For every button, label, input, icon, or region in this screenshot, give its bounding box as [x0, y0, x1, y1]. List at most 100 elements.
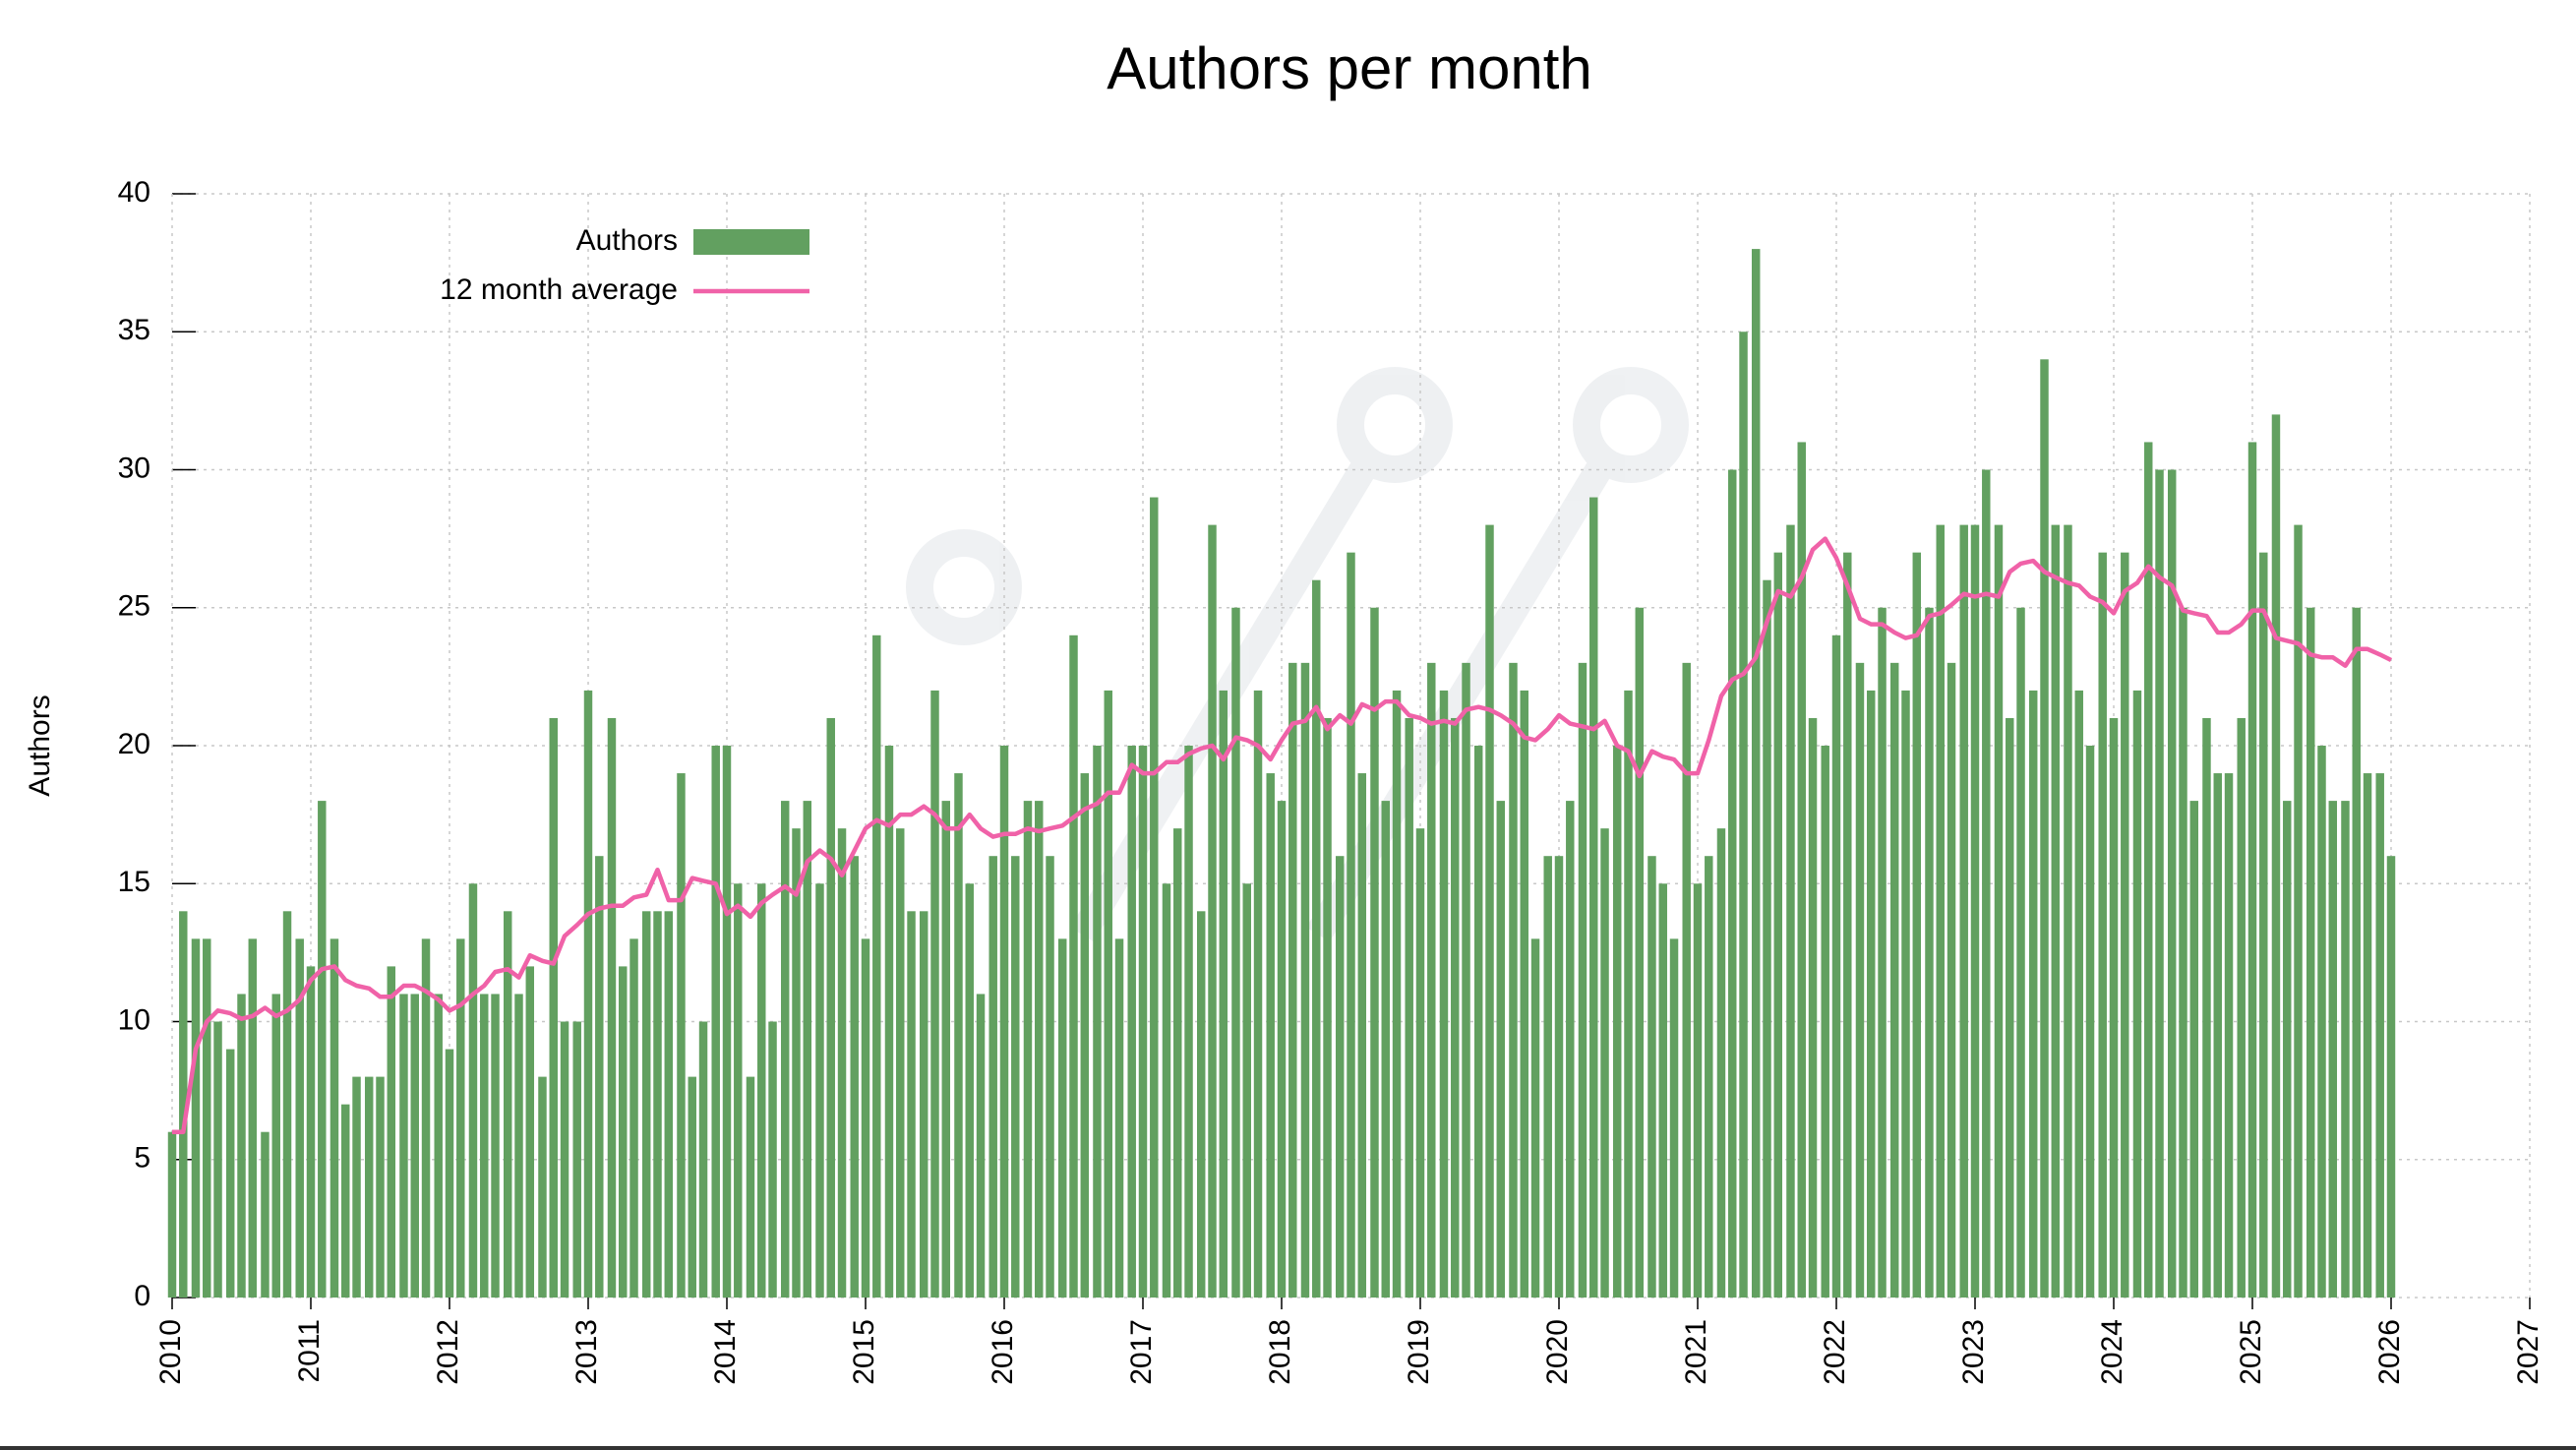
bar	[1658, 883, 1667, 1298]
bar	[525, 966, 535, 1298]
y-tick-label: 25	[118, 590, 150, 623]
bar	[1173, 828, 1182, 1298]
bar	[1138, 746, 1148, 1298]
bar	[295, 938, 304, 1298]
bar	[1624, 690, 1633, 1298]
bar	[1451, 717, 1460, 1298]
x-tick-label: 2026	[2373, 1319, 2406, 1385]
bar	[664, 911, 674, 1298]
bar	[237, 994, 246, 1298]
bar	[677, 773, 686, 1298]
bar	[503, 911, 512, 1298]
y-axis-label: Authors	[24, 695, 56, 796]
bar	[907, 911, 916, 1298]
bar	[1635, 607, 1645, 1298]
bar	[1300, 662, 1310, 1298]
bar	[434, 994, 443, 1298]
bar	[2294, 524, 2303, 1298]
bar	[1821, 746, 1829, 1298]
bar	[768, 1021, 777, 1298]
x-tick-label: 2024	[2096, 1319, 2128, 1385]
bar	[514, 994, 523, 1298]
bar	[1184, 746, 1193, 1298]
bar	[2179, 607, 2187, 1298]
x-tick-label: 2027	[2512, 1319, 2545, 1385]
bar	[421, 938, 431, 1298]
bar	[2341, 801, 2350, 1298]
bar	[919, 911, 929, 1298]
bar	[1669, 938, 1679, 1298]
bar	[1889, 662, 1899, 1298]
bar	[1114, 938, 1124, 1298]
bar	[1867, 690, 1876, 1298]
bar	[2259, 552, 2268, 1298]
bar	[1751, 249, 1761, 1299]
chart-title: Authors per month	[1107, 35, 1592, 101]
bar	[1589, 497, 1598, 1298]
bar	[1405, 717, 1413, 1298]
bar	[364, 1076, 374, 1298]
bar	[1415, 828, 1425, 1298]
bar	[711, 746, 720, 1298]
bar	[468, 883, 478, 1298]
bar	[619, 966, 628, 1298]
bar	[2283, 801, 2292, 1298]
x-tick-label: 2021	[1680, 1319, 1712, 1385]
x-tick-label: 2017	[1125, 1319, 1158, 1385]
bar	[954, 773, 963, 1298]
y-tick-label: 0	[134, 1280, 150, 1312]
bar	[1323, 717, 1332, 1298]
bar	[1716, 828, 1726, 1298]
bar	[1901, 690, 1910, 1298]
x-tick-label: 2019	[1403, 1319, 1435, 1385]
bar	[399, 994, 408, 1298]
bar	[2189, 801, 2199, 1298]
bar	[2132, 690, 2142, 1298]
bar	[538, 1076, 547, 1298]
bar	[1162, 883, 1171, 1298]
bar	[2085, 746, 2095, 1298]
x-tick-label: 2022	[1819, 1319, 1851, 1385]
bar	[1763, 579, 1771, 1298]
y-tick-label: 5	[134, 1142, 150, 1175]
bar	[179, 911, 188, 1298]
bar	[1566, 801, 1575, 1298]
bar	[2028, 690, 2038, 1298]
bar	[2167, 469, 2177, 1298]
bar	[1219, 690, 1228, 1298]
bar	[1912, 552, 1922, 1298]
bar	[1093, 746, 1102, 1298]
legend-swatch	[693, 229, 809, 255]
bar	[445, 1049, 454, 1298]
bar	[387, 966, 396, 1298]
bottom-rule	[0, 1446, 2576, 1450]
x-tick-label: 2020	[1541, 1319, 1574, 1385]
bar	[1439, 690, 1449, 1298]
bar	[1208, 524, 1217, 1298]
bar	[1843, 552, 1852, 1298]
bar	[1554, 856, 1564, 1298]
y-tick-label: 10	[118, 1003, 150, 1036]
x-tick-label: 2012	[432, 1319, 464, 1385]
bar	[1357, 773, 1367, 1298]
bar	[1959, 524, 1968, 1298]
bar	[1808, 717, 1818, 1298]
bar	[1647, 856, 1656, 1298]
bar	[941, 801, 951, 1298]
bar	[1543, 856, 1552, 1298]
bar	[1266, 773, 1275, 1298]
bar	[1705, 856, 1713, 1298]
bar	[2224, 773, 2234, 1298]
bar	[1462, 662, 1470, 1298]
x-tick-label: 2023	[1957, 1319, 1990, 1385]
bar	[2006, 717, 2014, 1298]
bar	[2051, 524, 2061, 1298]
bar	[1878, 607, 1887, 1298]
bar	[1925, 607, 1934, 1298]
bar	[999, 746, 1009, 1298]
bar	[2247, 442, 2257, 1298]
bar	[1231, 607, 1240, 1298]
bar	[607, 717, 617, 1298]
bar	[988, 856, 997, 1298]
bar	[757, 883, 766, 1298]
